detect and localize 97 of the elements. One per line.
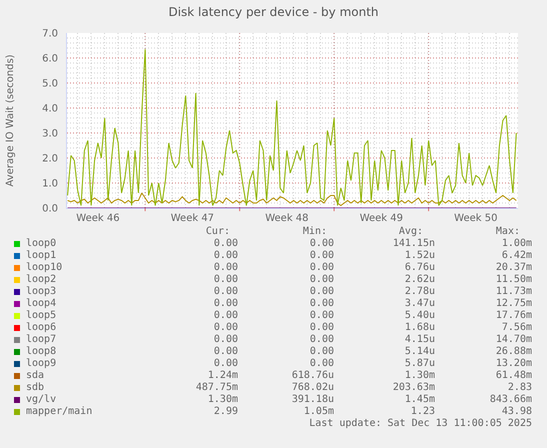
category-label: vg/lv	[26, 394, 56, 406]
text: 0.00	[214, 346, 238, 358]
text: 7.56m	[502, 322, 532, 334]
text: 843.66m	[490, 394, 532, 406]
text: 2.78u	[404, 286, 435, 298]
category-label: sda	[26, 370, 44, 382]
text: 1.68u	[404, 322, 435, 334]
text: 0.00	[214, 262, 238, 274]
category-label: loop6	[26, 322, 56, 334]
category-label: loop2	[26, 274, 56, 286]
category-label: loop1	[26, 250, 56, 262]
text: 618.76u	[292, 370, 334, 382]
text: 203.63m	[392, 382, 435, 394]
text: 1.00m	[502, 238, 532, 250]
text: 4.15u	[404, 334, 435, 346]
text: 0.00	[214, 310, 238, 322]
text: 17.76m	[496, 310, 532, 322]
text: 0.00	[214, 358, 238, 370]
text: 13.20m	[496, 358, 532, 370]
text: 0.00	[310, 310, 334, 322]
text: 0.00	[310, 322, 334, 334]
text: 0.00	[214, 298, 238, 310]
text: 391.18u	[292, 394, 334, 406]
y-tick-label: 0.0	[42, 204, 58, 214]
text: 487.75m	[196, 382, 238, 394]
text: 1.52u	[404, 250, 435, 262]
text: 0.00	[310, 238, 334, 250]
text: 1.45m	[404, 394, 435, 406]
text: Min:	[302, 226, 327, 238]
text: 12.75m	[496, 298, 532, 310]
text: 0.00	[214, 286, 238, 298]
text: 2.99	[214, 406, 238, 418]
text: Last update: Sat Dec 13 11:00:05 2025	[309, 418, 532, 430]
text: 5.14u	[404, 346, 435, 358]
text: 0.00	[214, 322, 238, 334]
text: 0.00	[310, 346, 334, 358]
text: 0.00	[310, 262, 334, 274]
y-tick-label: 6.0	[42, 54, 58, 64]
text: Avg:	[398, 226, 423, 238]
line-series	[67, 192, 517, 206]
text: Cur:	[206, 226, 230, 238]
text: 0.00	[310, 298, 334, 310]
category-label: loop9	[26, 358, 56, 370]
y-tick-label: 3.0	[42, 128, 58, 140]
y-tick-label: 2.0	[42, 154, 58, 164]
text: 768.02u	[292, 382, 334, 394]
y-tick-label: 4.0	[42, 104, 58, 114]
text: 43.98	[502, 406, 532, 418]
text: 14.70m	[496, 334, 532, 346]
text: 5.87u	[404, 358, 435, 370]
text: 0.00	[310, 250, 334, 262]
text: 3.47u	[404, 298, 435, 310]
text: 0.00	[214, 334, 238, 346]
y-tick-label: 7.0	[42, 28, 58, 40]
text: 0.00	[214, 274, 238, 286]
text: 0.00	[214, 238, 238, 250]
y-tick-label: 1.0	[42, 178, 58, 190]
category-label: loop4	[26, 298, 56, 310]
text: 6.76u	[404, 262, 435, 274]
y-axis-title: Average IO Wait (seconds)	[5, 54, 16, 187]
category-label: loop7	[26, 334, 56, 346]
y-tick-label: 5.0	[42, 78, 58, 90]
text: 11.50m	[496, 274, 532, 286]
category-label: loop0	[26, 238, 56, 250]
x-tick-label: Week 47	[170, 213, 214, 224]
text: 26.88m	[496, 346, 532, 358]
category-label: loop5	[26, 310, 56, 322]
text: 141.15n	[392, 238, 435, 250]
text: 6.42m	[502, 250, 532, 262]
text: 1.30m	[208, 394, 238, 406]
category-label: mapper/main	[26, 406, 92, 418]
category-label: sdb	[26, 382, 44, 394]
text: 11.73m	[496, 286, 532, 298]
text: 0.00	[310, 274, 334, 286]
category-label: loop3	[26, 286, 56, 298]
text: 2.62u	[404, 274, 435, 286]
text: 1.05m	[304, 406, 334, 418]
category-label: loop10	[26, 262, 62, 274]
text: 2.83	[508, 382, 532, 394]
text: 0.00	[214, 250, 238, 262]
text: 0.00	[310, 358, 334, 370]
x-tick-label: Week 46	[76, 213, 120, 224]
text: 1.30m	[404, 370, 435, 382]
chart-title: Disk latency per device - by month	[168, 5, 379, 20]
text: 61.48m	[496, 370, 532, 382]
line-series	[67, 48, 517, 206]
x-tick-label: Week 49	[360, 213, 404, 224]
text: 0.00	[310, 334, 334, 346]
category-label: loop8	[26, 346, 56, 358]
text: 1.24m	[208, 370, 238, 382]
text: Max:	[496, 226, 520, 238]
text: 20.37m	[496, 262, 532, 274]
x-tick-label: Week 50	[454, 213, 498, 224]
text: 5.40u	[404, 310, 435, 322]
x-tick-label: Week 48	[265, 213, 309, 224]
text: 0.00	[310, 286, 334, 298]
text: 1.23	[410, 406, 435, 418]
